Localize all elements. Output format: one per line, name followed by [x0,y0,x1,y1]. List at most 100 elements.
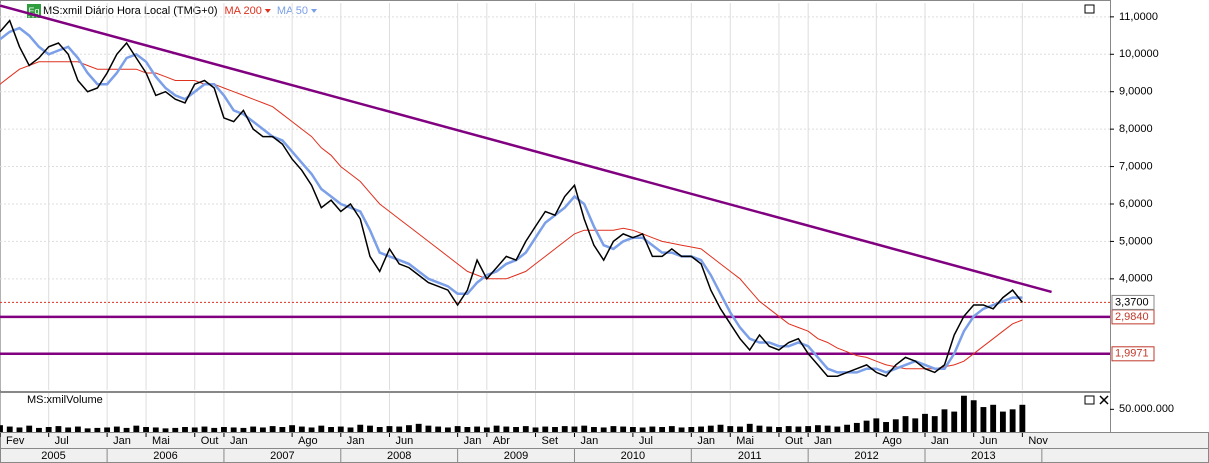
volume-bar [717,424,724,432]
volume-bar [688,427,695,432]
volume-bar [45,427,52,432]
volume-bar [727,426,734,432]
year-label: 2010 [621,450,645,462]
time-axis [0,432,1209,463]
year-label: 2013 [971,450,995,462]
volume-bar [308,427,315,432]
x-tick-label: Jan [931,435,949,447]
close-button[interactable] [1099,395,1109,405]
volume-bar [844,424,851,432]
level-label: 2,9840 [1115,311,1149,323]
volume-bar [980,407,987,432]
volume-bar [357,424,364,432]
maximize-button[interactable] [1084,395,1095,405]
volume-bar [912,418,919,432]
volume-bar [571,426,578,432]
volume-bar [444,427,451,432]
volume-bar [698,426,704,432]
x-tick-label: Jul [639,435,653,447]
x-tick-label: Jan [113,435,131,447]
x-tick-label: Jan [814,435,832,447]
x-tick-label: Ago [882,435,902,447]
maximize-button[interactable] [1084,4,1095,14]
volume-bar [941,409,948,432]
volume-bar [931,416,938,432]
volume-bar [6,426,13,432]
volume-bar [999,411,1006,432]
volume-bar [776,427,782,432]
volume-bar [561,426,568,432]
volume-bar [581,425,588,432]
volume-title: MS:xmilVolume [27,394,103,406]
price-line [0,19,1023,378]
volume-bar [756,425,763,432]
last-price-label: 3,3700 [1115,296,1149,308]
y-tick-label: 50.000.000 [1119,403,1174,415]
volume-bar [883,422,889,432]
volume-bar [766,426,773,432]
volume-bar [337,426,344,432]
x-tick-label: Jan [347,435,365,447]
volume-bar [74,426,81,432]
volume-bar [532,427,539,432]
y-tick-label: 6,0000 [1119,198,1153,210]
volume-bar [805,426,812,432]
volume-bar [279,427,286,432]
volume-bar [211,427,218,432]
volume-bar [250,426,257,432]
volume-bar [970,400,977,432]
x-tick-label: Mai [152,435,170,447]
volume-bar [425,425,432,432]
volume-bar [298,426,305,432]
x-tick-label: Jan [230,435,248,447]
legend: MS:xmil Diário Hora Local (TMG+0) MA 200 M… [43,5,318,17]
volume-bar [328,427,334,432]
volume-bar [230,427,237,432]
volume-bar [639,427,646,432]
volume-bar [84,428,91,432]
x-tick-label: Abr [493,435,510,447]
moving-average [0,26,1023,374]
volume-bar [795,426,802,432]
x-tick-label: Out [785,435,803,447]
volume-bar [552,427,558,432]
y-tick-label: 7,0000 [1119,160,1153,172]
volume-bar [133,425,140,432]
y-tick-label: 9,0000 [1119,86,1153,98]
volume-bar [542,426,549,432]
volume-bar [814,425,821,432]
volume-bar [16,427,23,432]
x-tick-label: Jun [395,435,413,447]
volume-bar [26,425,33,432]
y-tick-label: 10,0000 [1119,48,1159,60]
volume-bar [143,427,149,432]
year-label: 2011 [738,450,762,462]
volume-bar [1009,409,1016,432]
volume-bar [902,416,909,432]
y-tick-label: 11,0000 [1119,11,1158,23]
volume-bar [113,426,120,432]
volume-bar [464,427,471,432]
x-tick-label: Jul [55,435,69,447]
year-label: 2012 [854,450,878,462]
volume-bar [483,427,490,432]
volume-bar [474,426,481,432]
volume-bar [610,426,617,432]
year-label: 2007 [270,450,294,462]
volume-bar [961,395,967,432]
year-label: 2005 [41,450,65,462]
x-tick-label: Nov [1028,435,1048,447]
volume-bar [922,413,928,432]
volume-bar [201,426,208,432]
x-tick-label: Fev [6,435,25,447]
volume-bar [162,428,169,432]
volume-bar [668,426,675,432]
moving-average [0,61,1023,370]
volume-bar [1019,404,1026,432]
volume-bar [746,423,753,432]
level-label: 1,9971 [1115,348,1149,360]
volume-bar [104,427,111,432]
volume-bar [367,425,373,432]
